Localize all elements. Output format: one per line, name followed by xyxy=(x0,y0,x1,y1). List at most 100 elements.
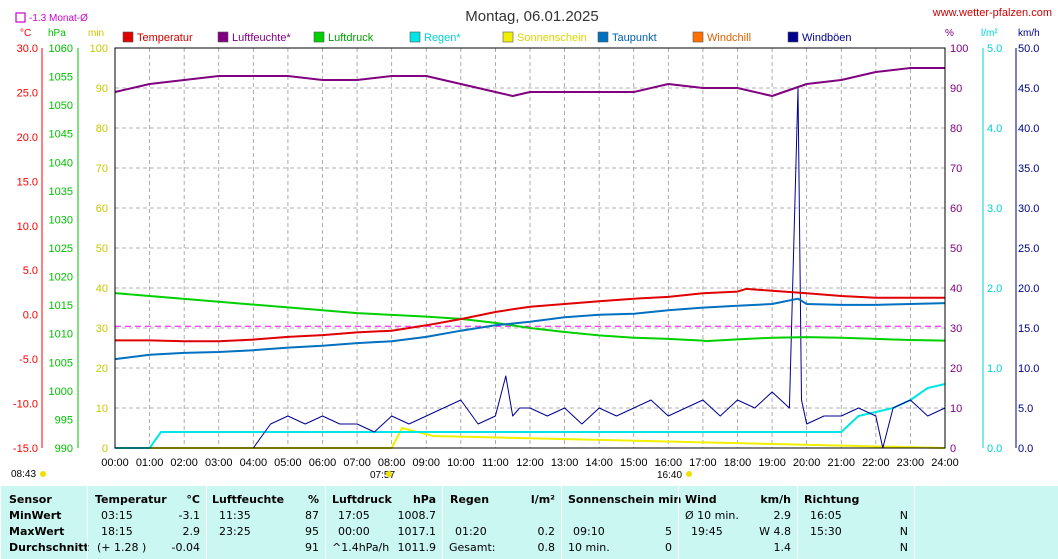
stats-header-pressure: Luftdruck xyxy=(332,493,392,506)
minutes-tick-label: 50 xyxy=(96,243,108,255)
minutes-tick-label: 20 xyxy=(96,363,108,375)
legend-label: Luftfeuchte* xyxy=(232,32,291,44)
axes-layer: 30.0 25.0 20.0 15.0 10.0 5.0 0.0 -5.0 -10.0 -15.0… xyxy=(13,43,1040,469)
humidity-tick-label: 50 xyxy=(950,243,962,255)
stats-press-trend: ^1.4hPa/h xyxy=(332,541,390,554)
time-tick-label: 09:00 xyxy=(412,457,440,469)
stats-header-sun: Sonnenschein min xyxy=(568,493,682,506)
minutes-tick-label: 80 xyxy=(96,123,108,135)
time-tick-label: 12:00 xyxy=(516,457,544,469)
humidity-tick-label: 30 xyxy=(950,323,962,335)
stats-press-min-time: 17:05 xyxy=(338,509,370,522)
stats-rain-total-label: Gesamt: xyxy=(449,541,496,554)
minutes-tick-label: 0 xyxy=(102,443,108,455)
stats-temp-min-value: -3.1 xyxy=(178,509,200,522)
minutes-tick-label: 70 xyxy=(96,163,108,175)
sunset-sun-icon xyxy=(686,471,692,477)
wind-tick-label: 45.0 xyxy=(1018,83,1039,95)
weather-chart: 30.0 25.0 20.0 15.0 10.0 5.0 0.0 -5.0 -10.0 -15.0… xyxy=(11,7,1052,481)
stats-col-pressure: Luftdruck hPa 17:05 1008.7 00:00 1017.1 … xyxy=(325,486,442,559)
humidity-tick-label: 10 xyxy=(950,403,962,415)
stats-col-sensor: Sensor MinWert MaxWert Durchschnitt xyxy=(0,486,89,559)
pressure-tick-label: 1015 xyxy=(49,300,73,312)
chart-title: Montag, 06.01.2025 xyxy=(465,8,598,25)
stats-col-temp: Temperatur °C 03:15 -3.1 18:15 2.9 (+ 1.… xyxy=(87,486,206,559)
time-tick-label: 20:00 xyxy=(793,457,821,469)
legend-label: Windchill xyxy=(707,32,751,44)
time-tick-label: 21:00 xyxy=(827,457,855,469)
stats-rain-max-time: 01:20 xyxy=(455,525,487,538)
sunset-label: 16:40 xyxy=(657,470,682,481)
wind-tick-label: 35.0 xyxy=(1018,163,1039,175)
stats-row-label: MaxWert xyxy=(9,525,65,538)
stats-press-avg-value: 1011.9 xyxy=(397,541,437,554)
stats-dir-max-time: 15:30 xyxy=(810,525,842,538)
pressure-tick-label: 1010 xyxy=(49,329,73,341)
stats-table: Sensor MinWert MaxWert Durchschnitt Temp… xyxy=(0,486,1058,559)
series-line-regen xyxy=(115,383,946,449)
time-tick-label: 15:00 xyxy=(620,457,648,469)
unit-minutes: min xyxy=(88,28,104,39)
pressure-tick-label: 1005 xyxy=(49,357,73,369)
time-tick-label: 05:00 xyxy=(274,457,302,469)
series-line-luftfeuchte xyxy=(114,67,945,97)
pressure-tick-label: 995 xyxy=(55,414,73,426)
stats-temp-max-value: 2.9 xyxy=(182,525,201,538)
time-tick-label: 02:00 xyxy=(170,457,198,469)
stats-col-humidity: Luftfeuchte % 11:35 87 23:25 95 91 xyxy=(206,486,325,559)
stats-press-max-time: 00:00 xyxy=(338,525,370,538)
sunrise-sun-icon xyxy=(386,471,392,477)
series-line-taupunkt xyxy=(114,297,946,361)
site-link[interactable]: www.wetter-pfalzen.com xyxy=(932,7,1052,19)
stats-header-temp-unit: °C xyxy=(186,493,200,506)
unit-rain: l/m² xyxy=(981,28,998,39)
temp-tick-label: 10.0 xyxy=(17,221,38,233)
stats-wind-max-time: 19:45 xyxy=(691,525,723,538)
time-tick-label: 01:00 xyxy=(136,457,164,469)
legend: Temperatur Luftfeuchte* Luftdruck Regen* Son… xyxy=(122,31,852,44)
series-line-temperatur xyxy=(115,287,945,343)
stats-wind-avg-value: 1.4 xyxy=(773,541,792,554)
stats-wind-avg10-value: 2.9 xyxy=(773,509,792,522)
minutes-tick-label: 40 xyxy=(96,283,108,295)
stats-temp-min-time: 03:15 xyxy=(101,509,133,522)
stats-dir-avg-value: N xyxy=(899,541,908,554)
wind-tick-label: 0.0 xyxy=(1018,443,1033,455)
stats-sun-max-value: 5 xyxy=(665,525,672,538)
stats-col-sun: Sonnenschein min 09:10 5 10 min. 0 xyxy=(561,486,682,559)
time-tick-label: 13:00 xyxy=(551,457,579,469)
time-tick-label: 07:00 xyxy=(343,457,371,469)
legend-label: Regen* xyxy=(424,32,461,44)
stats-header-humidity-unit: % xyxy=(307,493,319,506)
stats-hum-avg-value: 91 xyxy=(305,541,319,554)
avg-marker-icon xyxy=(15,12,26,23)
unit-humidity: % xyxy=(945,28,954,39)
stats-header-sensor: Sensor xyxy=(9,493,52,506)
plot-frame xyxy=(114,47,946,449)
temp-tick-label: -5.0 xyxy=(19,354,38,366)
sun-duration-label: 08:43 xyxy=(11,469,36,480)
minutes-tick-label: 60 xyxy=(96,203,108,215)
rain-tick-label: 1.0 xyxy=(987,363,1002,375)
stats-press-max-value: 1017.1 xyxy=(397,525,437,538)
rain-tick-label: 0.0 xyxy=(987,443,1002,455)
stats-col-wind: Wind km/h Ø 10 min. 2.9 19:45 W 4.8 1.4 xyxy=(678,486,797,559)
pressure-tick-label: 1025 xyxy=(49,243,73,255)
temp-tick-label: 5.0 xyxy=(23,265,38,277)
time-tick-label: 11:00 xyxy=(482,457,509,469)
time-tick-label: 18:00 xyxy=(724,457,752,469)
time-tick-label: 14:00 xyxy=(585,457,613,469)
legend-swatch xyxy=(313,31,325,43)
humidity-tick-label: 70 xyxy=(950,163,962,175)
series-layer xyxy=(114,67,946,449)
stats-hum-min-value: 87 xyxy=(305,509,319,522)
legend-label: Temperatur xyxy=(137,32,193,44)
time-tick-label: 19:00 xyxy=(758,457,786,469)
rain-tick-label: 3.0 xyxy=(987,203,1002,215)
minutes-tick-label: 30 xyxy=(96,323,108,335)
stats-header-direction: Richtung xyxy=(804,493,860,506)
time-tick-label: 16:00 xyxy=(655,457,683,469)
pressure-tick-label: 1035 xyxy=(49,186,73,198)
stats-header-humidity: Luftfeuchte xyxy=(212,493,285,506)
series-line-windböen xyxy=(115,87,946,449)
